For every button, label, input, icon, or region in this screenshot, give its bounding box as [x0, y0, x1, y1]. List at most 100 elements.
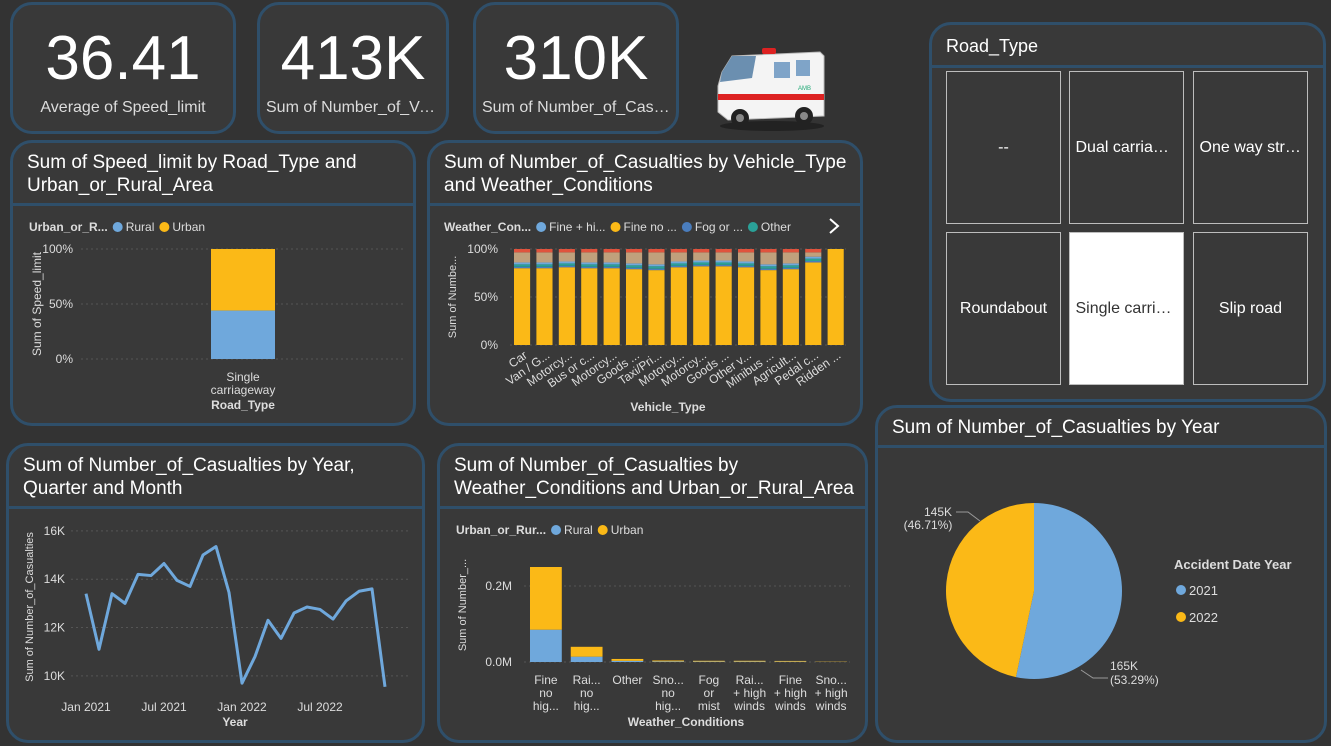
- bar-segment: [805, 256, 822, 259]
- x-tick-label: carriageway: [211, 383, 276, 397]
- chart-title: Sum of Number_of_Casualties by Year: [892, 417, 1220, 438]
- x-tick-label: + high: [815, 686, 848, 700]
- bar-segment: [603, 252, 620, 263]
- x-tick-label: Other: [612, 673, 642, 687]
- slicer-title: Road_Type: [946, 36, 1039, 56]
- bar-segment: [626, 252, 643, 264]
- bar-segment: [558, 252, 575, 262]
- bar-segment: [760, 268, 777, 271]
- x-tick-label: winds: [815, 699, 847, 713]
- bar-segment: [805, 249, 822, 253]
- data-label-pct: (46.71%): [904, 518, 953, 532]
- bar-segment: [715, 266, 732, 345]
- y-tick-label: 0%: [481, 338, 499, 352]
- bar-segment: [581, 249, 598, 253]
- kpi-card-speed-limit[interactable]: 36.41 Average of Speed_limit: [10, 2, 236, 134]
- chart-casualties-by-weather[interactable]: Sum of Number_of_Casualties by Weather_C…: [437, 443, 868, 743]
- bar-urban: [530, 567, 562, 630]
- slicer-tile-dual-carriageway[interactable]: Dual carriageway: [1069, 71, 1184, 224]
- chart-title: Sum of Number_of_Casualties by Year, Qua…: [23, 455, 355, 499]
- x-tick-label: hig...: [533, 699, 559, 713]
- legend-marker: [536, 222, 547, 232]
- x-tick-label: Rai...: [736, 673, 764, 687]
- bar-segment: [805, 261, 822, 263]
- bar-segment: [693, 266, 710, 345]
- chart-casualties-by-year-pie[interactable]: Sum of Number_of_Casualties by Year 165K…: [875, 405, 1327, 743]
- y-tick-label: 12K: [44, 621, 65, 635]
- bar-segment: [514, 252, 531, 263]
- bar-segment: [536, 268, 553, 345]
- bar-segment: [603, 268, 620, 345]
- kpi-card-vehicles[interactable]: 413K Sum of Number_of_Vehicles: [257, 2, 449, 134]
- bar-segment: [514, 264, 531, 267]
- slicer-tile-one-way-street[interactable]: One way street: [1193, 71, 1308, 224]
- bar-segment: [626, 267, 643, 270]
- chart-1-svg: Urban_or_R... Rural Urban 100% 50% 0% Sum of S…: [29, 220, 403, 412]
- x-tick-label: or: [704, 686, 715, 700]
- legend-marker: [551, 525, 562, 535]
- x-axis-label: Vehicle_Type: [630, 400, 705, 414]
- bar-segment: [738, 252, 755, 262]
- bar-segment: [782, 252, 799, 264]
- slicer-tile-label: Roundabout: [959, 299, 1048, 317]
- casualties-line: [84, 545, 387, 687]
- x-tick-label: hig...: [655, 699, 681, 713]
- slicer-tile-[interactable]: --: [946, 71, 1061, 224]
- bar-segment: [558, 263, 575, 266]
- data-label-pct: (53.29%): [1110, 673, 1159, 687]
- bar-segment: [738, 249, 755, 253]
- bar-segment: [738, 267, 755, 345]
- bar-segment: [626, 265, 643, 268]
- slicer-tile-single-carriageway[interactable]: Single carriageway: [1069, 232, 1184, 385]
- road-type-slicer[interactable]: Road_Type -- Dual carriageway One way stre…: [929, 22, 1326, 402]
- x-tick-label: Fog: [699, 673, 720, 687]
- slicer-tile-roundabout[interactable]: Roundabout: [946, 232, 1061, 385]
- bar-segment: [670, 252, 687, 262]
- slicer-tile-label: One way street: [1199, 138, 1302, 156]
- slicer-tile-slip-road[interactable]: Slip road: [1193, 232, 1308, 385]
- legend-marker: [1176, 612, 1186, 622]
- legend-title: Urban_or_Rur...: [456, 523, 546, 537]
- bar-segment: [514, 262, 531, 265]
- bar-rural: [211, 310, 275, 359]
- bar-segment: [514, 266, 531, 269]
- x-tick-label: winds: [774, 699, 806, 713]
- bar-urban: [611, 658, 644, 661]
- bar-segment: [581, 268, 598, 345]
- bar-segment: [782, 269, 799, 345]
- chart-casualties-by-year-quarter-month[interactable]: Sum of Number_of_Casualties by Year, Qua…: [6, 443, 425, 743]
- bar-segment: [514, 249, 531, 253]
- legend-item: Other: [761, 220, 791, 234]
- kpi-card-casualties[interactable]: 310K Sum of Number_of_Casualties: [473, 2, 679, 134]
- legend-marker: [159, 222, 170, 232]
- slicer-tile-label: --: [998, 138, 1009, 156]
- y-tick-label: 0.0M: [485, 655, 512, 669]
- bar-segment: [558, 265, 575, 268]
- bar-segment: [670, 265, 687, 268]
- legend-marker: [112, 222, 123, 232]
- bar-segment: [603, 264, 620, 267]
- bar-rural: [652, 661, 685, 662]
- bar-segment: [805, 262, 822, 345]
- pie-slice-2022: [945, 503, 1034, 678]
- bar-segment: [760, 252, 777, 265]
- y-tick-label: 10K: [44, 669, 65, 683]
- y-tick-label: 100%: [42, 242, 73, 256]
- legend-marker: [1176, 585, 1186, 595]
- data-label-value: 165K: [1110, 659, 1138, 673]
- bar-segment: [558, 249, 575, 253]
- y-axis-label: Sum of Number_of_Casualties: [24, 532, 36, 682]
- chart-casualties-by-vehicle-type[interactable]: Sum of Number_of_Casualties by Vehicle_T…: [427, 140, 863, 426]
- x-tick-label: Sno...: [652, 673, 683, 687]
- bar-segment: [693, 249, 710, 253]
- legend-title: Urban_or_R...: [29, 220, 108, 234]
- bar-segment: [693, 264, 710, 267]
- x-tick-label: Sno...: [815, 673, 846, 687]
- bar-rural: [611, 660, 644, 662]
- bar-urban: [774, 660, 807, 662]
- bar-segment: [536, 252, 553, 263]
- legend-marker: [681, 222, 692, 232]
- bar-urban: [570, 646, 603, 657]
- bar-segment: [715, 260, 732, 263]
- chart-speed-limit-by-road-type[interactable]: Sum of Speed_limit by Road_Type and Urba…: [10, 140, 416, 426]
